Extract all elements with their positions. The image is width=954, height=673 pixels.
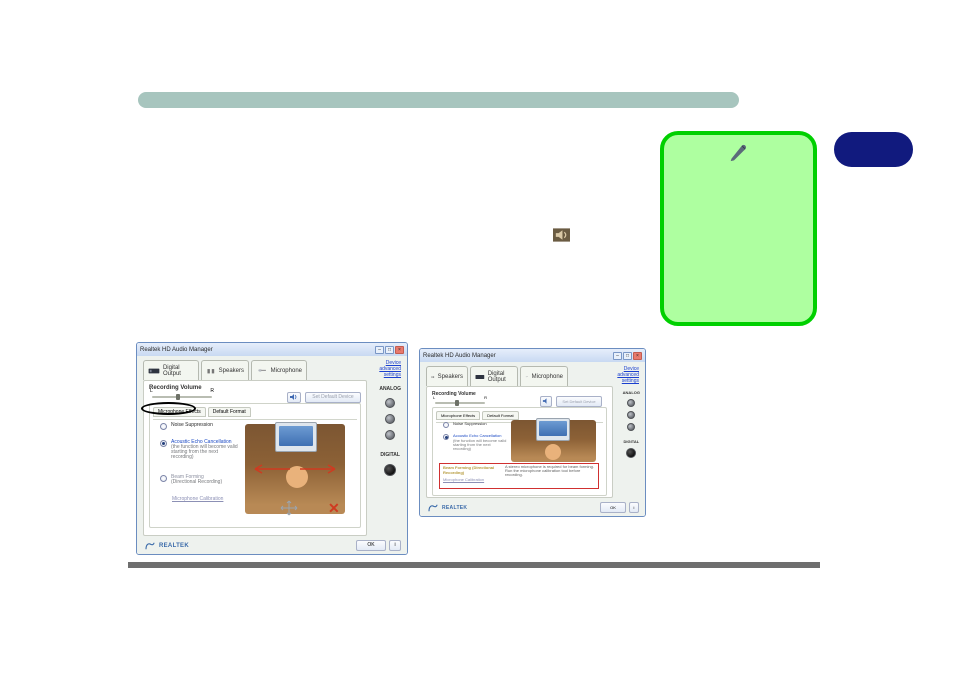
user-head-icon [545, 444, 561, 460]
tab-microphone[interactable]: Microphone [520, 366, 568, 386]
option-acoustic-echo-cancellation[interactable]: Acoustic Echo Cancellation (the function… [443, 433, 508, 451]
jack-icon[interactable] [627, 399, 635, 407]
microphone-calibration-link[interactable]: Microphone Calibration [443, 477, 498, 482]
move-arrows-icon [280, 500, 298, 516]
window-titlebar: Realtek HD Audio Manager – □ × [420, 349, 645, 362]
window-title: Realtek HD Audio Manager [423, 353, 496, 359]
optical-icon [148, 366, 160, 376]
effects-panel: Microphone Effects Default Format Noise … [149, 403, 361, 528]
volume-icon [542, 397, 551, 405]
mute-button[interactable] [287, 392, 301, 403]
microphone-icon [525, 372, 529, 382]
recording-volume-label: Recording Volume [149, 385, 202, 391]
option-noise-suppression[interactable]: Noise Suppression [160, 422, 213, 430]
speaker-icon [553, 228, 570, 242]
window-title: Realtek HD Audio Manager [140, 347, 213, 353]
radio-icon [160, 423, 167, 430]
footer-rule [128, 562, 820, 568]
sound-arrows-icon [250, 459, 340, 479]
heading-bar [138, 92, 739, 108]
optical-icon [475, 372, 485, 382]
ok-button[interactable]: OK [356, 540, 386, 551]
laptop-screen [539, 421, 567, 436]
option-noise-suppression[interactable]: Noise Suppression [443, 421, 487, 428]
info-button[interactable]: i [629, 502, 639, 513]
laptop-screen [279, 426, 313, 446]
option-acoustic-echo-cancellation[interactable]: Acoustic Echo Cancellation (the function… [160, 439, 241, 460]
radio-icon [443, 422, 449, 428]
screenshot-right: Realtek HD Audio Manager – □ × Speakers … [419, 348, 646, 517]
jack-icon[interactable] [627, 423, 635, 431]
device-advanced-settings-link[interactable]: Device advanced settings [601, 366, 639, 384]
close-button[interactable]: × [395, 346, 404, 354]
realtek-logo-icon [428, 504, 438, 512]
radio-icon [443, 434, 449, 440]
tab-digital-output[interactable]: Digital Output [470, 366, 518, 386]
recording-volume-label: Recording Volume [432, 391, 476, 397]
subtab-default-format[interactable]: Default Format [482, 411, 518, 420]
jack-icon[interactable] [385, 430, 395, 440]
brand-label: REALTEK [442, 505, 467, 511]
x-mark-icon: ✕ [328, 500, 340, 517]
microphone-calibration-link[interactable]: Microphone Calibration [172, 496, 223, 502]
recording-volume-slider[interactable]: L R [152, 394, 212, 400]
radio-icon [160, 475, 167, 482]
brand-label: REALTEK [159, 543, 189, 549]
beam-forming-note: A stereo microphone is required for beam… [505, 465, 595, 477]
jack-icon[interactable] [626, 448, 636, 458]
subtab-microphone-effects[interactable]: Microphone Effects [153, 407, 206, 417]
jack-icon[interactable] [384, 464, 396, 476]
minimize-button[interactable]: – [375, 346, 384, 354]
microphone-icon [256, 366, 268, 376]
set-default-device-button[interactable]: Set Default Device [556, 396, 602, 407]
minimize-button[interactable]: – [613, 352, 622, 360]
maximize-button[interactable]: □ [623, 352, 632, 360]
beam-forming-title: Beam Forming (Directional Recording) [443, 465, 498, 475]
radio-icon [160, 440, 167, 447]
screenshot-left: Realtek HD Audio Manager – □ × Digital O… [136, 342, 408, 555]
device-advanced-settings-link[interactable]: Device advanced settings [363, 360, 401, 378]
jack-column: ANALOG DIGITAL [623, 390, 640, 458]
subtab-microphone-effects[interactable]: Microphone Effects [436, 411, 480, 420]
tab-speakers[interactable]: Speakers [201, 360, 249, 380]
effects-panel: Microphone Effects Default Format Noise … [432, 407, 607, 496]
volume-icon [289, 393, 299, 401]
pen-icon [728, 142, 750, 162]
speakers-icon [206, 366, 216, 376]
side-index-tab [834, 132, 913, 167]
jack-column: ANALOG DIGITAL [379, 386, 401, 476]
tab-speakers[interactable]: Speakers [426, 366, 468, 386]
window-titlebar: Realtek HD Audio Manager – □ × [137, 343, 407, 356]
jack-icon[interactable] [385, 398, 395, 408]
mute-button[interactable] [540, 396, 552, 407]
recording-volume-slider[interactable]: L R [435, 400, 485, 406]
maximize-button[interactable]: □ [385, 346, 394, 354]
realtek-logo-icon [145, 542, 155, 550]
option-beam-forming[interactable]: Beam Forming (Directional Recording) [160, 474, 222, 485]
ok-button[interactable]: OK [600, 502, 626, 513]
close-button[interactable]: × [633, 352, 642, 360]
info-button[interactable]: i [389, 540, 401, 551]
tab-digital-output[interactable]: Digital Output [143, 360, 199, 380]
speakers-icon [431, 372, 435, 382]
set-default-device-button[interactable]: Set Default Device [305, 392, 361, 403]
subtab-default-format[interactable]: Default Format [208, 407, 251, 417]
tab-microphone[interactable]: Microphone [251, 360, 307, 380]
jack-icon[interactable] [627, 411, 635, 419]
jack-icon[interactable] [385, 414, 395, 424]
